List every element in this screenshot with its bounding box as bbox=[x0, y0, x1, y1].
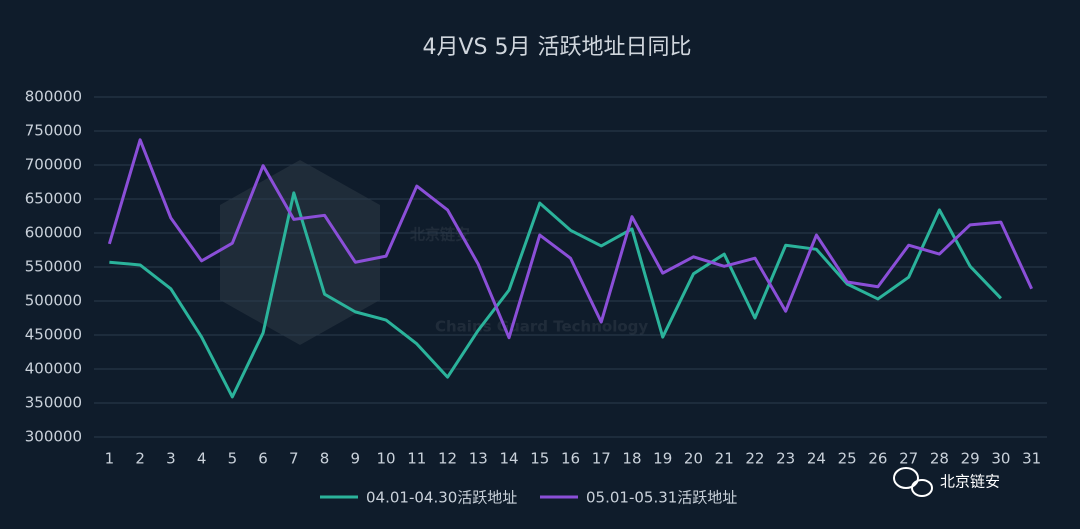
x-tick-label: 27 bbox=[899, 450, 918, 468]
x-tick-label: 19 bbox=[653, 450, 672, 468]
chart-title: 4月VS 5月 活跃地址日同比 bbox=[423, 35, 692, 60]
y-tick-label: 600000 bbox=[25, 224, 82, 242]
x-tick-label: 13 bbox=[469, 450, 488, 468]
x-tick-label: 28 bbox=[930, 450, 949, 468]
watermark: 北京链安 bbox=[410, 226, 470, 244]
legend-label: 04.01-04.30活跃地址 bbox=[366, 489, 517, 507]
brand: 北京链安 bbox=[940, 473, 1000, 491]
y-tick-label: 700000 bbox=[25, 156, 82, 174]
x-tick-label: 17 bbox=[592, 450, 611, 468]
x-tick-label: 6 bbox=[258, 450, 268, 468]
x-tick-label: 25 bbox=[838, 450, 857, 468]
x-tick-label: 2 bbox=[135, 450, 145, 468]
x-tick-label: 15 bbox=[530, 450, 549, 468]
x-tick-label: 30 bbox=[991, 450, 1010, 468]
y-tick-label: 550000 bbox=[25, 258, 82, 276]
watermark-sub: Chains Guard Technology bbox=[435, 318, 648, 336]
legend-label: 05.01-05.31活跃地址 bbox=[586, 489, 737, 507]
x-tick-label: 7 bbox=[289, 450, 299, 468]
y-tick-label: 300000 bbox=[25, 428, 82, 446]
x-tick-label: 22 bbox=[745, 450, 764, 468]
x-tick-label: 14 bbox=[499, 450, 518, 468]
x-tick-label: 23 bbox=[776, 450, 795, 468]
x-tick-label: 12 bbox=[438, 450, 457, 468]
series-line bbox=[107, 138, 1033, 340]
brand-icon bbox=[893, 467, 933, 497]
x-tick-label: 18 bbox=[622, 450, 641, 468]
x-tick-label: 4 bbox=[197, 450, 207, 468]
x-tick-label: 26 bbox=[868, 450, 887, 468]
x-tick-label: 8 bbox=[320, 450, 330, 468]
x-tick-label: 24 bbox=[807, 450, 826, 468]
y-tick-label: 750000 bbox=[25, 122, 82, 140]
x-tick-label: 29 bbox=[961, 450, 980, 468]
series-line bbox=[109, 191, 1002, 399]
y-tick-label: 650000 bbox=[25, 190, 82, 208]
x-tick-label: 31 bbox=[1022, 450, 1041, 468]
y-tick-label: 800000 bbox=[25, 88, 82, 106]
x-tick-label: 16 bbox=[561, 450, 580, 468]
x-tick-label: 10 bbox=[377, 450, 396, 468]
x-tick-label: 20 bbox=[684, 450, 703, 468]
x-tick-label: 3 bbox=[166, 450, 176, 468]
y-tick-label: 350000 bbox=[25, 394, 82, 412]
x-tick-label: 9 bbox=[351, 450, 361, 468]
y-tick-label: 450000 bbox=[25, 326, 82, 344]
x-tick-label: 21 bbox=[715, 450, 734, 468]
y-tick-label: 500000 bbox=[25, 292, 82, 310]
x-tick-label: 11 bbox=[407, 450, 426, 468]
watermark-logo bbox=[220, 160, 380, 345]
y-tick-label: 400000 bbox=[25, 360, 82, 378]
x-tick-label: 5 bbox=[228, 450, 238, 468]
x-tick-label: 1 bbox=[105, 450, 115, 468]
